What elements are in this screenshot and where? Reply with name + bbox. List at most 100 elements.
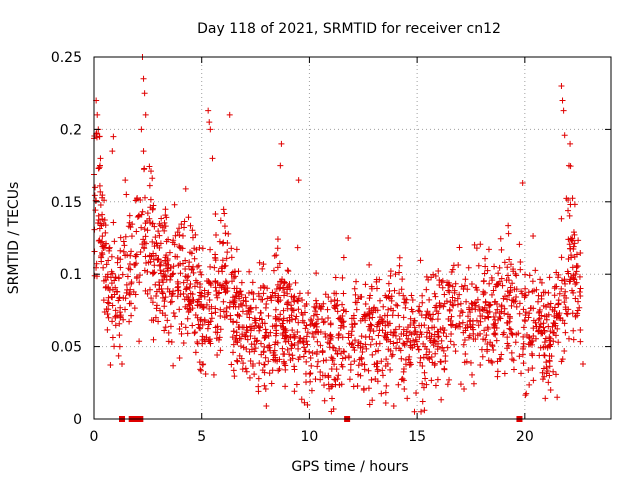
data-point [564,311,571,318]
y-axis-label: SRMTID / TECUs [6,182,22,295]
data-point [138,126,145,133]
data-point [557,315,564,322]
data-point [421,322,428,329]
data-point [433,308,440,315]
data-point [321,382,328,389]
data-point [212,284,219,291]
data-point [328,333,335,340]
data-point [431,360,438,367]
data-point [170,362,177,369]
data-point [109,286,116,293]
data-point [535,292,542,299]
data-point [110,219,117,226]
data-point [343,308,350,315]
data-point [555,271,562,278]
data-point [295,319,302,326]
data-point [170,270,177,277]
data-point [135,213,142,220]
data-point [267,293,274,300]
data-point [141,194,148,201]
data-point [207,126,214,133]
data-point [101,308,108,315]
data-point [349,324,356,331]
data-point [230,341,237,348]
data-point [335,331,342,338]
data-point [171,313,178,320]
data-point [103,240,110,247]
x-tick-labels: 0 5 10 15 20 [90,429,534,445]
data-point [428,377,435,384]
data-point [495,270,502,277]
data-point [296,334,303,341]
data-point [435,333,442,340]
data-point [222,288,229,295]
data-point [373,285,380,292]
data-point [423,273,430,280]
data-point [103,283,110,290]
data-point [104,274,111,281]
data-point [430,271,437,278]
data-point [278,278,285,285]
data-point [317,368,324,375]
data-point [491,263,498,270]
data-point [242,333,249,340]
data-point [386,288,393,295]
data-point [473,245,480,252]
data-point [400,292,407,299]
data-point [565,162,572,169]
data-point [565,196,572,203]
data-point [300,339,307,346]
data-point [530,305,537,312]
data-point [310,334,317,341]
data-point [525,289,532,296]
data-point [100,277,107,284]
data-point [158,259,165,266]
data-point [116,320,123,327]
data-point [201,293,208,300]
data-point [385,322,392,329]
data-point [540,302,547,309]
data-point [231,373,238,380]
data-point [426,296,433,303]
data-point [513,303,520,310]
data-point [156,262,163,269]
data-point [474,296,481,303]
data-point [276,356,283,363]
data-point [160,279,167,286]
data-point [143,218,150,225]
data-point [109,318,116,325]
data-point [475,322,482,329]
data-point [255,323,262,330]
data-point [382,292,389,299]
data-point [282,383,289,390]
y-tick-label: 0.05 [51,340,82,356]
data-point [551,320,558,327]
data-point [546,334,553,341]
data-point [380,303,387,310]
data-point [368,283,375,290]
data-point [102,229,109,236]
data-point [526,335,533,342]
data-point [261,361,268,368]
data-point [396,290,403,297]
data-point [230,298,237,305]
y-tick-label: 0.2 [60,122,82,138]
data-point [152,314,159,321]
data-point [383,382,390,389]
data-point [436,303,443,310]
data-point [328,354,335,361]
data-point [369,397,376,404]
data-point [352,291,359,298]
data-point [396,254,403,261]
data-point [141,267,148,274]
data-point [161,327,168,334]
data-point [419,398,426,405]
data-point [295,345,302,352]
data-point [127,300,134,307]
data-point [400,326,407,333]
data-point [351,285,358,292]
data-point [550,329,557,336]
data-point [450,302,457,309]
y-tick-label: 0.15 [51,195,82,211]
data-point [213,232,220,239]
